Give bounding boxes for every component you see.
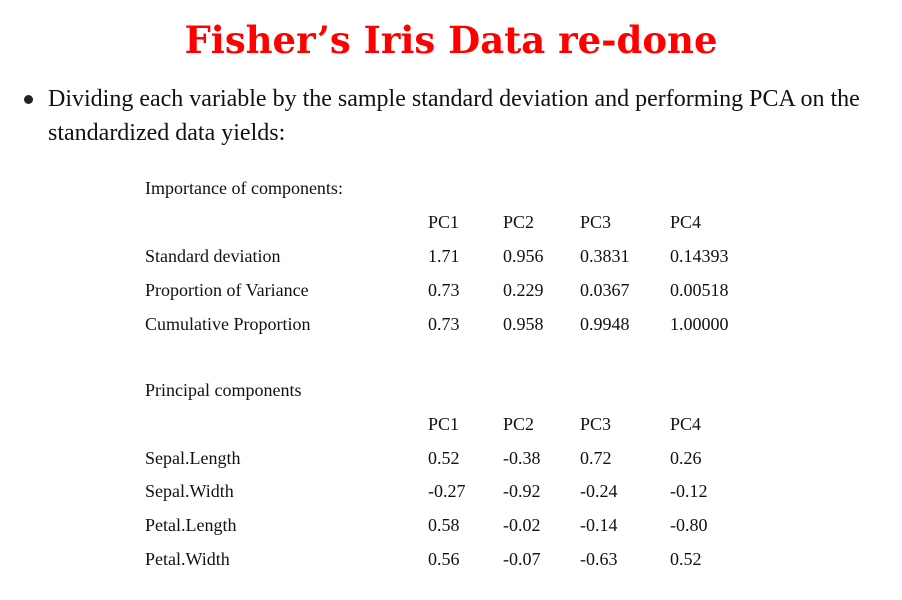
table-cell: 0.56 <box>428 549 460 569</box>
row-label: Sepal.Length <box>145 448 241 468</box>
table-cell: 0.72 <box>580 448 612 468</box>
row-label: Cumulative Proportion <box>145 314 311 334</box>
column-header: PC3 <box>580 414 612 434</box>
column-header: PC1 <box>428 414 460 434</box>
table-cell: 0.73 <box>428 280 460 300</box>
table-cell: 0.9948 <box>580 314 630 334</box>
table-cell: 0.958 <box>503 314 544 334</box>
column-header: PC2 <box>503 212 535 232</box>
table-cell: -0.12 <box>670 481 708 501</box>
table-cell: 0.956 <box>503 246 544 266</box>
row-label: Standard deviation <box>145 246 281 266</box>
table-cell: 0.52 <box>670 549 702 569</box>
table-cell: 1.00000 <box>670 314 729 334</box>
table-cell: 0.52 <box>428 448 460 468</box>
bullet-text: Dividing each variable by the sample sta… <box>48 86 860 146</box>
table-cell: 0.3831 <box>580 246 630 266</box>
column-header: PC4 <box>670 414 702 434</box>
column-header: PC4 <box>670 212 702 232</box>
table-cell: -0.27 <box>428 481 466 501</box>
table-cell: -0.63 <box>580 549 618 569</box>
table-cell: 0.229 <box>503 280 544 300</box>
bullet-dot-icon <box>24 95 33 104</box>
table-cell: -0.80 <box>670 515 708 535</box>
column-header: PC2 <box>503 414 535 434</box>
table-cell: -0.38 <box>503 448 541 468</box>
table-cell: 0.58 <box>428 515 460 535</box>
table-cell: 0.00518 <box>670 280 729 300</box>
table-cell: -0.92 <box>503 481 541 501</box>
table-cell: -0.02 <box>503 515 541 535</box>
row-label: Petal.Width <box>145 549 230 569</box>
components-heading: Principal components <box>145 380 302 400</box>
table-cell: 0.0367 <box>580 280 630 300</box>
slide-title: Fisher’s Iris Data re-done <box>184 18 718 62</box>
column-header: PC3 <box>580 212 612 232</box>
table-cell: -0.14 <box>580 515 618 535</box>
table-cell: 0.26 <box>670 448 702 468</box>
column-header: PC1 <box>428 212 460 232</box>
table-cell: 0.73 <box>428 314 460 334</box>
row-label: Proportion of Variance <box>145 280 309 300</box>
row-label: Petal.Length <box>145 515 237 535</box>
table-cell: -0.24 <box>580 481 618 501</box>
table-cell: 1.71 <box>428 246 460 266</box>
table-cell: -0.07 <box>503 549 541 569</box>
importance-heading: Importance of components: <box>145 178 343 198</box>
row-label: Sepal.Width <box>145 481 234 501</box>
table-cell: 0.14393 <box>670 246 729 266</box>
